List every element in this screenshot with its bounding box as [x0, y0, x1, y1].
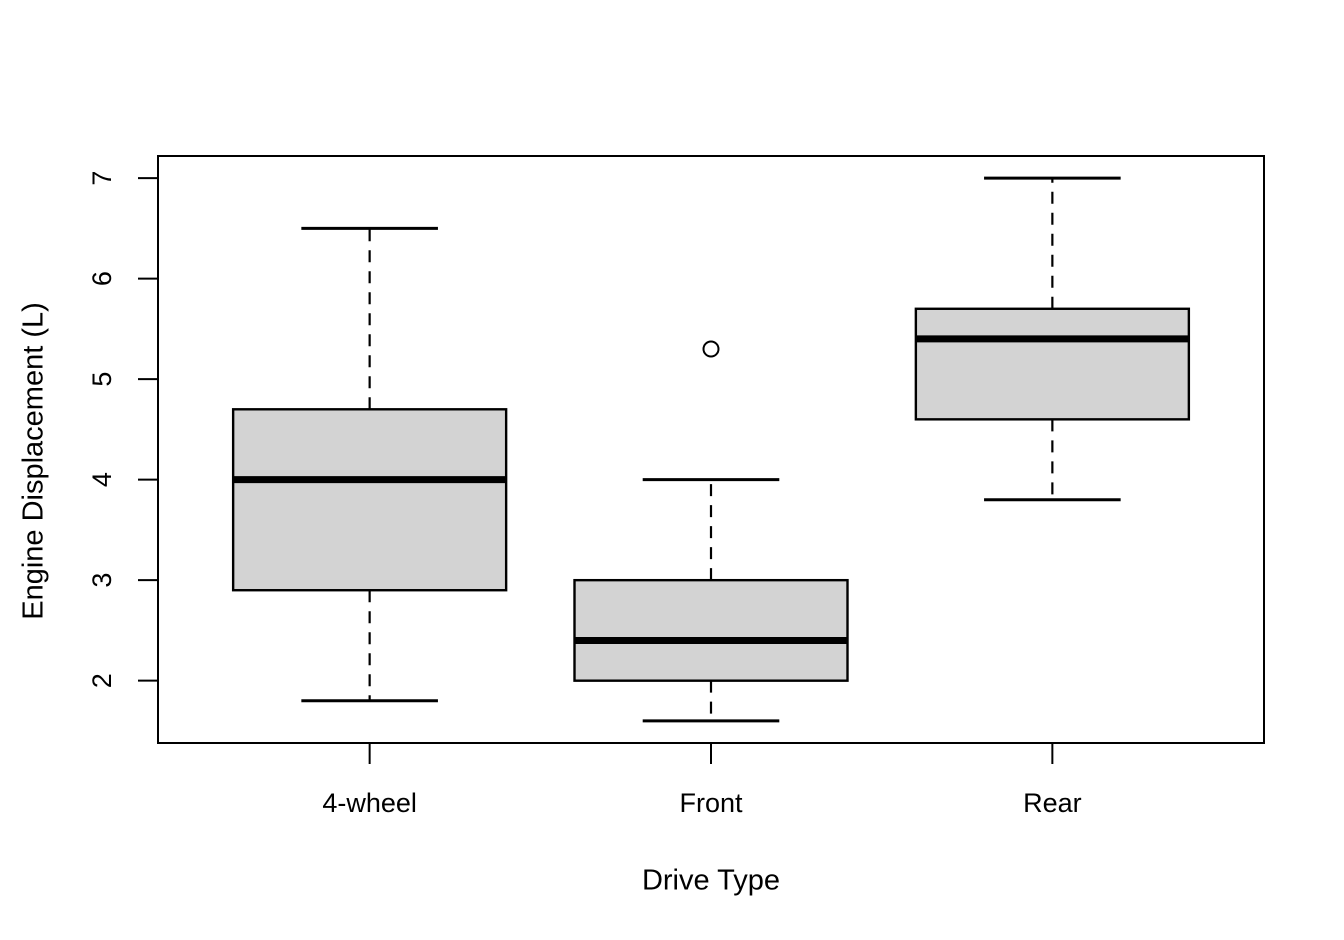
iqr-box — [914, 307, 1191, 421]
x-axis-title: Drive Type — [641, 864, 781, 897]
outlier-point — [702, 340, 720, 358]
y-tick-label: 2 — [87, 673, 117, 688]
y-axis-title: Engine Displacement (L) — [17, 302, 50, 620]
x-tick-label: Rear — [1023, 788, 1082, 818]
iqr-box — [231, 408, 508, 592]
y-tick-label: 5 — [87, 372, 117, 387]
x-tick-label: Front — [679, 788, 743, 818]
y-tick-label: 6 — [87, 271, 117, 286]
y-tick-label: 4 — [87, 472, 117, 487]
y-tick-label: 3 — [87, 573, 117, 588]
y-tick-label: 7 — [87, 171, 117, 186]
iqr-box — [573, 578, 849, 682]
x-tick-label: 4-wheel — [322, 788, 417, 818]
